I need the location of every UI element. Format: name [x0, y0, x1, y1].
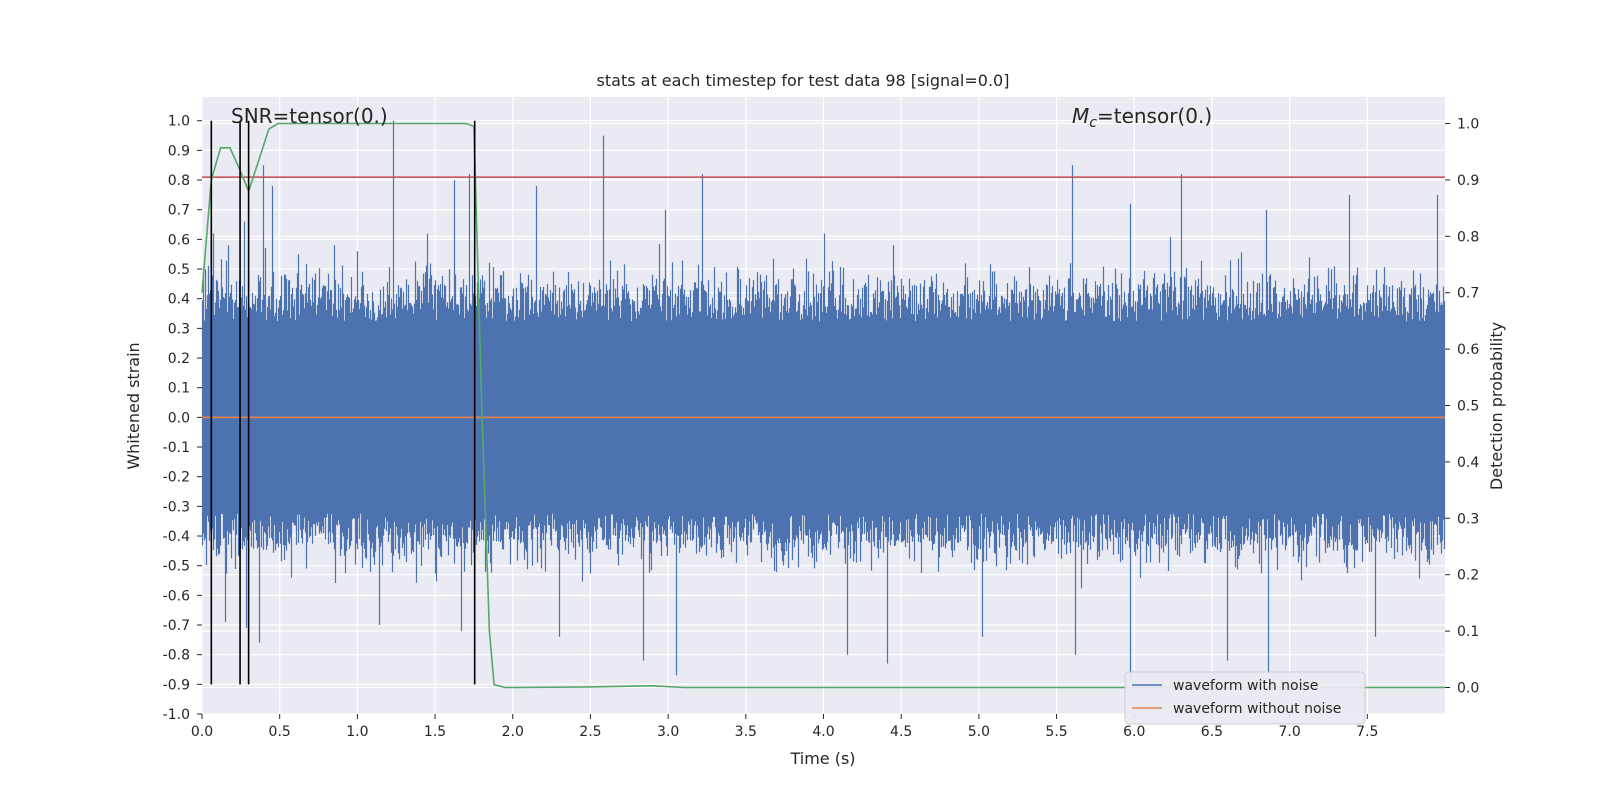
y-right-tick-label: 0.4: [1457, 455, 1479, 471]
x-tick-label: 2.5: [579, 724, 601, 740]
x-tick-label: 3.0: [657, 724, 679, 740]
y-right-axis-ticks: 0.0 0.1 0.2 0.3 0.4 0.5 0.6 0.7 0.8 0.9 1.0: [1445, 117, 1479, 696]
y-right-tick-label: 0.0: [1457, 680, 1479, 696]
mc-subscript: c: [1089, 115, 1097, 131]
mc-symbol: M: [1072, 104, 1089, 128]
y-left-tick-label: 0.7: [168, 203, 190, 219]
y-left-tick-label: -0.7: [163, 618, 190, 634]
x-tick-label: 0.5: [269, 724, 291, 740]
x-tick-label: 5.5: [1045, 724, 1067, 740]
legend-box: [1124, 671, 1366, 725]
y-right-tick-label: 0.7: [1457, 286, 1479, 302]
y-left-tick-label: 0.9: [168, 143, 190, 159]
series-waveform-with-noise: [201, 120, 1446, 679]
y-right-tick-label: 0.1: [1457, 624, 1479, 640]
x-tick-label: 6.5: [1201, 724, 1223, 740]
noise-waveform-path: [201, 120, 1446, 679]
y-left-axis-ticks: -1.0 -0.9 -0.8 -0.7 -0.6 -0.5 -0.4 -0.3 -0.2 -0.1…: [163, 114, 202, 723]
y-left-tick-label: -0.5: [163, 559, 190, 575]
y-left-tick-label: -0.3: [163, 499, 190, 515]
y-left-tick-label: -1.0: [163, 707, 190, 723]
mc-value: =tensor(0.): [1097, 104, 1212, 128]
y-left-tick-label: 0.8: [168, 173, 190, 189]
x-tick-label: 4.5: [890, 724, 912, 740]
y-left-tick-label: -0.4: [163, 529, 190, 545]
y-right-tick-label: 0.9: [1457, 173, 1479, 189]
y-left-tick-label: 0.6: [168, 232, 190, 248]
y-right-axis-label: Detection probability: [1487, 322, 1506, 490]
y-left-tick-label: 1.0: [168, 114, 190, 130]
legend-label-noise: waveform with noise: [1173, 678, 1318, 694]
y-left-tick-label: 0.3: [168, 321, 190, 337]
x-tick-label: 2.0: [502, 724, 524, 740]
y-left-tick-label: 0.0: [168, 410, 190, 426]
detection-probability-line: [201, 122, 1445, 689]
legend: waveform with noise waveform without noi…: [1124, 671, 1366, 725]
y-right-tick-label: 1.0: [1457, 117, 1479, 133]
x-tick-label: 7.0: [1278, 724, 1300, 740]
y-right-tick-label: 0.2: [1457, 568, 1479, 584]
y-left-tick-label: -0.9: [163, 677, 190, 693]
x-tick-label: 1.5: [424, 724, 446, 740]
y-left-axis-label: Whitened strain: [124, 342, 143, 469]
y-left-tick-label: 0.1: [168, 381, 190, 397]
y-left-tick-label: -0.8: [163, 648, 190, 664]
snr-annotation: SNR=tensor(0.): [231, 104, 388, 128]
legend-label-no-noise: waveform without noise: [1173, 701, 1341, 717]
x-axis-label: Time (s): [789, 749, 855, 768]
x-tick-label: 0.0: [191, 724, 213, 740]
vertical-markers: [210, 120, 476, 685]
y-right-tick-label: 0.8: [1457, 229, 1479, 245]
x-tick-label: 7.5: [1356, 724, 1378, 740]
x-tick-label: 6.0: [1123, 724, 1145, 740]
x-axis-ticks: 0.0 0.5 1.0 1.5 2.0 2.5 3.0 3.5 4.0 4.5 5.0 5.5 6.0 6…: [191, 714, 1378, 740]
x-tick-label: 3.5: [735, 724, 757, 740]
y-left-tick-label: 0.4: [168, 292, 190, 308]
y-left-tick-label: 0.2: [168, 351, 190, 367]
y-left-tick-label: -0.1: [163, 440, 190, 456]
series-lines: [201, 122, 1445, 689]
x-tick-label: 1.0: [346, 724, 368, 740]
x-tick-label: 5.0: [968, 724, 990, 740]
y-left-tick-label: 0.5: [168, 262, 190, 278]
y-right-tick-label: 0.5: [1457, 399, 1479, 415]
y-right-tick-label: 0.3: [1457, 511, 1479, 527]
y-left-tick-label: -0.2: [163, 470, 190, 486]
y-right-tick-label: 0.6: [1457, 342, 1479, 358]
y-left-tick-label: -0.6: [163, 588, 190, 604]
chart-title: stats at each timestep for test data 98 …: [597, 71, 1010, 90]
mc-annotation: Mc=tensor(0.): [1072, 104, 1212, 131]
x-tick-label: 4.0: [812, 724, 834, 740]
